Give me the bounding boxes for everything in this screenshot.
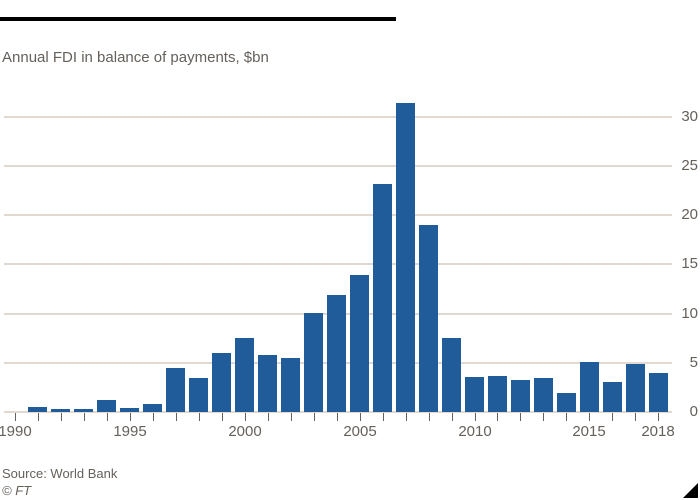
bar-2006 — [373, 184, 392, 412]
bar-1996 — [143, 404, 162, 412]
bar-2018 — [649, 373, 668, 412]
y-axis-label-20: 20 — [681, 206, 698, 223]
y-axis-label-5: 5 — [689, 353, 698, 371]
bar-2008 — [419, 225, 438, 412]
x-tick-1990 — [15, 413, 16, 421]
bar-2003 — [304, 313, 323, 412]
bar-1995 — [120, 408, 139, 412]
bar-2002 — [281, 358, 300, 412]
bar-2013 — [534, 378, 553, 412]
x-tick-1999 — [222, 413, 223, 421]
x-tick-2011 — [497, 413, 498, 421]
bar-2000 — [235, 338, 254, 412]
x-tick-2010 — [475, 413, 476, 421]
chart-subtitle: Annual FDI in balance of payments, $bn — [2, 49, 269, 66]
ft-copyright: © FT — [2, 483, 32, 498]
x-tick-1998 — [199, 413, 200, 421]
x-tick-2013 — [543, 413, 544, 421]
bar-2004 — [327, 295, 346, 412]
x-axis-label-2000: 2000 — [228, 423, 262, 440]
y-axis-label-0: 0 — [689, 403, 698, 420]
x-tick-2009 — [452, 413, 453, 421]
bar-1997 — [166, 368, 185, 412]
x-tick-2018 — [658, 413, 659, 421]
y-axis-label-15: 15 — [681, 255, 698, 273]
x-tick-1996 — [153, 413, 154, 421]
ft-corner-triangle-icon — [683, 483, 698, 498]
x-tick-1991 — [38, 413, 39, 421]
bar-2016 — [603, 382, 622, 412]
bar-1994 — [97, 400, 116, 412]
x-tick-2000 — [245, 413, 246, 421]
bar-2007 — [396, 103, 415, 412]
gridline-30 — [4, 115, 672, 118]
bar-1992 — [51, 409, 70, 412]
x-tick-1995 — [130, 413, 131, 421]
bar-2011 — [488, 376, 507, 412]
bar-2014 — [557, 393, 576, 412]
x-axis-label-2015: 2015 — [572, 423, 606, 440]
bar-1991 — [28, 407, 47, 412]
x-axis-label-1995: 1995 — [113, 423, 147, 440]
y-axis-label-30: 30 — [681, 107, 698, 125]
bar-1998 — [189, 378, 208, 412]
x-tick-1994 — [107, 413, 108, 421]
x-tick-2007 — [406, 413, 407, 421]
y-axis-label-25: 25 — [681, 156, 698, 174]
bar-1999 — [212, 353, 231, 412]
x-axis-label-2018: 2018 — [641, 423, 675, 440]
x-tick-2003 — [314, 413, 315, 421]
x-tick-2002 — [291, 413, 292, 421]
bar-2010 — [465, 377, 484, 412]
bar-1993 — [74, 409, 93, 412]
x-tick-2005 — [360, 413, 361, 421]
top-rule — [0, 17, 396, 21]
x-tick-2004 — [337, 413, 338, 421]
gridline-20 — [4, 214, 672, 216]
x-tick-2017 — [635, 413, 636, 421]
x-axis-label-1990: 1990 — [0, 423, 32, 440]
x-tick-1997 — [176, 413, 177, 421]
x-tick-2016 — [612, 413, 613, 421]
gridline-0 — [4, 411, 672, 413]
bar-2005 — [350, 275, 369, 412]
bar-2009 — [442, 338, 461, 412]
bar-2001 — [258, 355, 277, 412]
x-tick-2015 — [589, 413, 590, 421]
x-tick-1993 — [84, 413, 85, 421]
gridline-25 — [4, 164, 672, 167]
x-axis-label-2010: 2010 — [458, 423, 492, 440]
x-tick-2008 — [429, 413, 430, 421]
x-tick-2001 — [268, 413, 269, 421]
bar-2015 — [580, 362, 599, 412]
x-tick-2006 — [383, 413, 384, 421]
source-note: Source: World Bank — [2, 466, 118, 481]
bar-2017 — [626, 364, 645, 412]
x-tick-2014 — [566, 413, 567, 421]
bar-2012 — [511, 380, 530, 412]
x-tick-2012 — [520, 413, 521, 421]
x-axis-label-2005: 2005 — [343, 423, 377, 440]
x-tick-1992 — [61, 413, 62, 421]
gridline-15 — [4, 263, 672, 266]
y-axis-label-10: 10 — [681, 304, 698, 322]
